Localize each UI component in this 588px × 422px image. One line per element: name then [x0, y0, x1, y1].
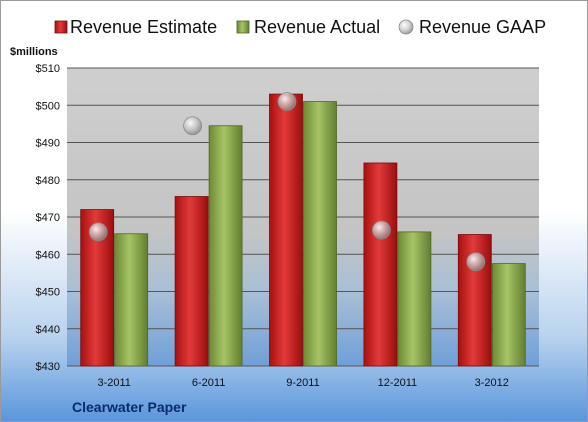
- company-name: Clearwater Paper: [72, 399, 187, 415]
- legend: Revenue Estimate Revenue Actual Revenue …: [54, 17, 546, 37]
- x-tick-label: 12-2011: [378, 377, 418, 389]
- y-tick-label: $470: [36, 212, 60, 224]
- bar-actual: [397, 231, 432, 367]
- y-tick-label: $510: [36, 63, 60, 75]
- y-tick-label: $430: [36, 361, 60, 373]
- y-tick-label: $440: [36, 324, 60, 336]
- legend-marker-gaap: [398, 19, 414, 35]
- y-tick-label: $460: [36, 249, 60, 261]
- y-tick-label: $450: [36, 287, 60, 299]
- gaap-markers: [88, 92, 486, 272]
- x-tick-label: 3-2012: [475, 377, 509, 389]
- y-axis-ticks: $430 $440 $450 $460 $470 $480 $490 $500 $510: [36, 63, 60, 373]
- bar-estimate: [363, 162, 398, 367]
- legend-swatch-actual: [236, 20, 250, 34]
- bar-actual: [491, 263, 526, 367]
- y-tick-label: $500: [36, 100, 60, 112]
- legend-label-estimate: Revenue Estimate: [70, 17, 217, 37]
- gaap-marker: [371, 220, 391, 240]
- x-tick-label: 3-2011: [97, 377, 130, 389]
- bar-actual: [208, 125, 243, 367]
- legend-item-estimate: Revenue Estimate: [54, 17, 217, 37]
- x-tick-label: 9-2011: [286, 377, 319, 389]
- legend-item-gaap: Revenue GAAP: [398, 17, 546, 37]
- legend-swatch-estimate: [54, 20, 68, 34]
- bar-actual: [114, 233, 149, 367]
- bar-estimate: [174, 196, 209, 367]
- y-tick-label: $490: [36, 138, 60, 150]
- x-axis-ticks: 3-2011 6-2011 9-2011 12-2011 3-2012: [97, 377, 508, 389]
- legend-item-actual: Revenue Actual: [236, 17, 380, 37]
- unit-label: $millions: [10, 46, 58, 58]
- x-tick-label: 6-2011: [192, 377, 225, 389]
- gaap-marker: [277, 92, 297, 111]
- gaap-marker: [183, 116, 203, 136]
- y-tick-label: $480: [36, 175, 60, 187]
- gaap-marker: [88, 222, 108, 242]
- legend-label-actual: Revenue Actual: [254, 17, 380, 37]
- gaap-marker: [466, 252, 486, 272]
- bar-estimate: [269, 93, 303, 367]
- legend-label-gaap: Revenue GAAP: [419, 17, 546, 37]
- bar-actual: [303, 101, 337, 367]
